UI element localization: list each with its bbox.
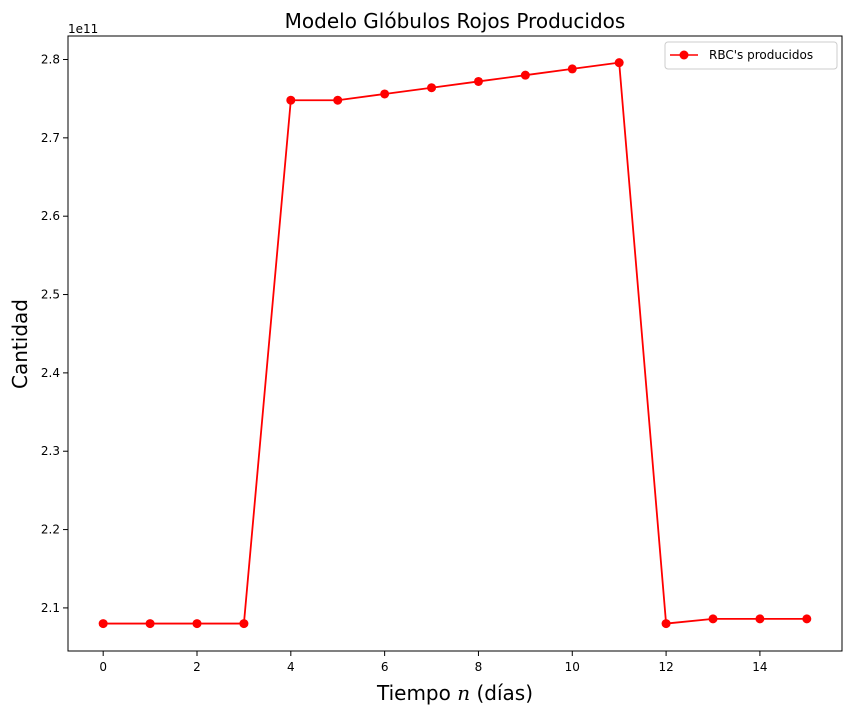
data-point (708, 614, 718, 624)
x-tick-label: 2 (193, 660, 201, 674)
data-point (427, 83, 437, 93)
y-axis-ticks: 2.1 2.2 2.3 2.4 2.5 2.6 2.7 2.8 (41, 53, 68, 615)
y-tick-label: 2.8 (41, 53, 60, 67)
legend: RBC's producidos (664, 41, 838, 70)
series-line (103, 61, 807, 625)
data-point (145, 619, 155, 629)
x-tick-label: 10 (565, 660, 580, 674)
y-axis-offset-text: 1e11 (68, 22, 98, 36)
y-tick-label: 2.1 (41, 601, 60, 615)
legend-marker-icon (679, 50, 689, 60)
data-point (520, 70, 530, 80)
y-tick-label: 2.5 (41, 288, 60, 302)
legend-label: RBC's producidos (709, 48, 813, 62)
data-point (192, 619, 202, 629)
data-point (802, 614, 812, 624)
y-tick-label: 2.3 (41, 444, 60, 458)
chart-title: Modelo Glóbulos Rojos Producidos (285, 9, 626, 33)
data-point (98, 619, 108, 629)
x-axis-label-unit: (días) (470, 681, 533, 705)
x-axis-label-variable: n (457, 681, 470, 705)
x-tick-label: 0 (99, 660, 107, 674)
legend-box (664, 41, 838, 70)
data-point (239, 619, 249, 629)
y-tick-label: 2.2 (41, 523, 60, 537)
x-tick-label: 12 (658, 660, 673, 674)
x-tick-label: 8 (475, 660, 483, 674)
data-point (286, 95, 296, 105)
data-point (473, 76, 483, 86)
data-point (333, 95, 343, 105)
plot-area (67, 35, 843, 652)
data-point (380, 89, 390, 99)
x-axis-ticks: 0 2 4 6 8 10 12 14 (99, 651, 768, 674)
x-tick-label: 4 (287, 660, 295, 674)
data-point (755, 614, 765, 624)
data-point (661, 619, 671, 629)
x-tick-label: 14 (752, 660, 767, 674)
series-layer (98, 58, 812, 629)
y-tick-label: 2.4 (41, 366, 60, 380)
data-point (614, 58, 624, 68)
x-tick-label: 6 (381, 660, 389, 674)
y-tick-label: 2.7 (41, 131, 60, 145)
x-axis-label: Tiempo n (días) (376, 681, 533, 705)
y-tick-label: 2.6 (41, 209, 60, 223)
x-axis-label-main: Tiempo (376, 681, 457, 705)
y-axis-label: Cantidad (8, 299, 32, 389)
data-point (567, 64, 577, 74)
